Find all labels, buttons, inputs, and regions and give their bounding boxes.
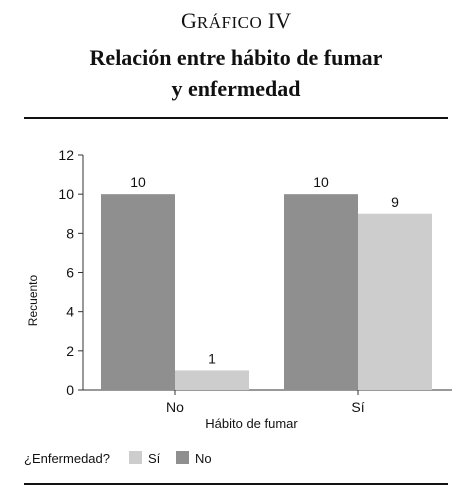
bar-no-si [175,370,249,390]
y-tick-label: 4 [66,304,74,320]
figure-number-roman: IV [267,8,291,33]
chart-title-line-2: y enfermedad [171,76,301,101]
figure-number: GRÁFICO IV [0,8,472,34]
top-rule [24,117,448,119]
y-tick-label: 6 [66,265,74,281]
bottom-rule [24,483,448,485]
figure-number-word: RÁFICO [196,13,263,32]
y-tick-label: 0 [66,382,74,398]
y-tick-label: 10 [58,186,74,202]
y-tick-label: 8 [66,225,74,241]
legend-title: ¿Enfermedad? [24,451,110,466]
figure-number-initial: G [181,8,197,33]
chart-title-line-1: Relación entre hábito de fumar [89,45,383,70]
y-tick-label: 2 [66,343,74,359]
legend-label: No [195,451,212,466]
legend-swatch [129,451,142,464]
bar-no-no [101,194,175,390]
x-tick-label: No [166,399,184,415]
legend-swatch [176,451,189,464]
x-axis-label: Hábito de fumar [205,416,298,431]
bar-si-no [284,194,358,390]
y-axis-label: Recuento [26,274,40,326]
bar-si-si [358,213,432,390]
bar-value-label: 10 [130,174,146,190]
bar-value-label: 1 [208,350,216,366]
bar-value-label: 10 [313,174,329,190]
legend-label: Sí [148,451,161,466]
bar-value-label: 9 [391,194,399,210]
x-tick-label: Sí [351,399,364,415]
y-tick-label: 12 [58,147,74,163]
